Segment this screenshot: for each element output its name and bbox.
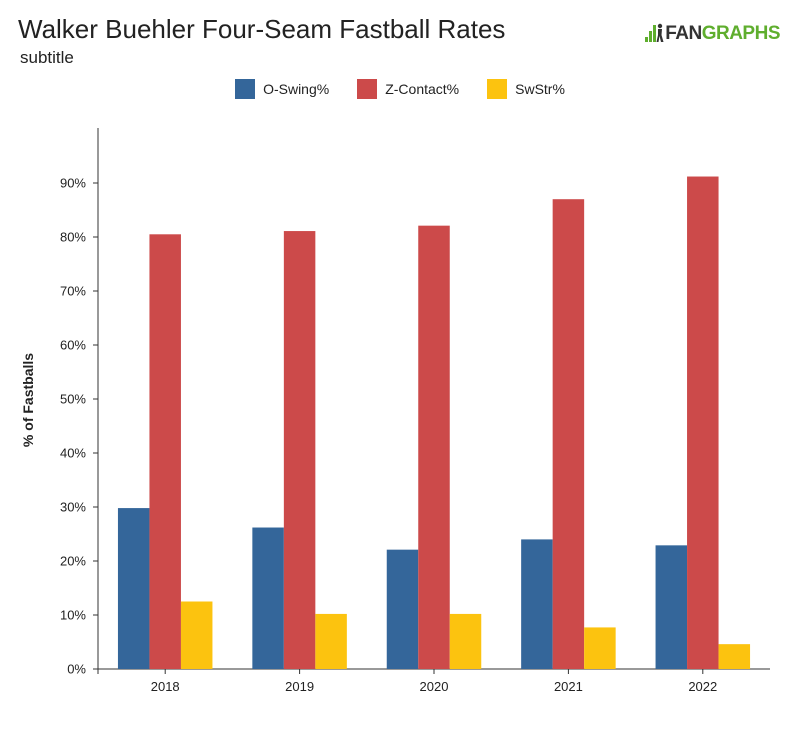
bar-swstr-2022[interactable] (718, 644, 751, 669)
legend-swatch-z-contact (357, 79, 378, 99)
bar-z-contact-2021[interactable] (552, 199, 585, 669)
chart-title: Walker Buehler Four-Seam Fastball Rates (18, 14, 506, 44)
bar-o-swing-2019[interactable] (252, 527, 284, 669)
y-tick-label: 80% (60, 230, 86, 245)
x-tick-label: 2022 (688, 679, 717, 694)
legend-item-swstr[interactable]: SwStr% (487, 79, 565, 99)
y-tick-label: 50% (60, 392, 86, 407)
bar-z-contact-2018[interactable] (149, 234, 181, 670)
logo-graphs-text: GRAPHS (701, 22, 781, 44)
bar-o-swing-2021[interactable] (521, 539, 553, 669)
fangraphs-logo-icon (645, 23, 664, 42)
y-tick-label: 20% (60, 554, 86, 569)
legend-swatch-o-swing (235, 79, 256, 99)
plot-area: 0% 10% 20% 30% 40% 50% 60% 70% 80% 90% 2018 2019 202… (60, 128, 770, 694)
legend-item-z-contact[interactable]: Z-Contact% (357, 79, 459, 99)
y-tick-label: 30% (60, 500, 86, 515)
fangraphs-logo: FAN GRAPHS (645, 20, 781, 46)
y-tick-label: 90% (60, 176, 86, 191)
legend-label-o-swing: O-Swing% (263, 81, 330, 97)
bar-z-contact-2019[interactable] (283, 231, 316, 669)
x-tick-label: 2019 (285, 679, 314, 694)
chart-legend: O-Swing% Z-Contact% SwStr% (0, 79, 800, 99)
y-tick-label: 0% (67, 662, 86, 677)
y-tick-label: 60% (60, 338, 86, 353)
bar-swstr-2021[interactable] (584, 627, 616, 669)
logo-fan-text: FAN (665, 22, 702, 44)
legend-label-z-contact: Z-Contact% (385, 81, 460, 97)
legend-swatch-swstr (487, 79, 508, 99)
bar-o-swing-2020[interactable] (386, 549, 419, 669)
x-tick-label: 2021 (554, 679, 583, 694)
bar-swstr-2020[interactable] (449, 613, 482, 669)
legend-item-o-swing[interactable]: O-Swing% (235, 79, 329, 99)
bar-swstr-2019[interactable] (315, 613, 347, 669)
bar-z-contact-2020[interactable] (418, 225, 450, 669)
bar-o-swing-2022[interactable] (655, 545, 688, 669)
y-tick-label: 70% (60, 284, 86, 299)
bar-swstr-2018[interactable] (180, 601, 213, 670)
x-tick-label: 2018 (151, 679, 180, 694)
bar-z-contact-2022[interactable] (687, 176, 719, 669)
legend-label-swstr: SwStr% (515, 81, 565, 97)
y-tick-label: 10% (60, 608, 86, 623)
chart-subtitle: subtitle (20, 48, 74, 67)
y-tick-label: 40% (60, 446, 86, 461)
bar-o-swing-2018[interactable] (117, 508, 150, 669)
x-tick-label: 2020 (420, 679, 449, 694)
